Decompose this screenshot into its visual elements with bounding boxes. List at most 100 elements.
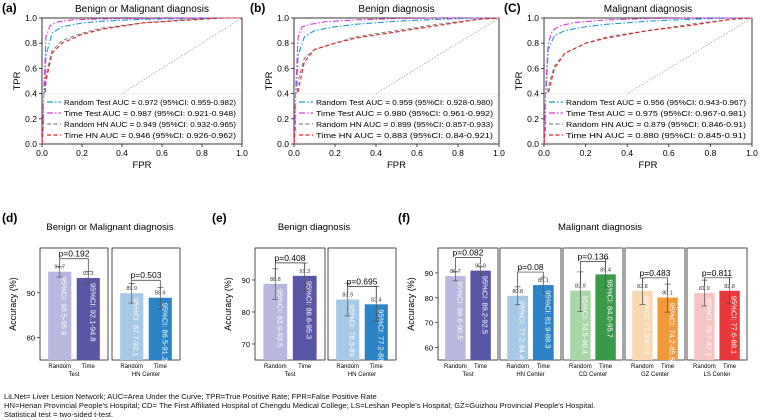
roc-y-tick-label: 1.0	[527, 13, 539, 23]
roc-legend-entry: Time Test AUC = 0.975 (95%CI: 0.967-0.98…	[566, 109, 747, 118]
roc-legend: Random Test AUC = 0.956 (95%CI: 0.943-0.…	[545, 93, 751, 143]
bar-subplot-2: 80.8 95%CI: 77.2-84.4 Random 85.1 95%CI: 81.…	[499, 247, 562, 378]
bar-time	[76, 278, 100, 360]
bar-ci-label: 95%CI: 76.7-87.1	[704, 298, 713, 356]
bar-value-label: 82.4	[371, 297, 382, 303]
p-value-bracket	[59, 258, 89, 272]
p-value-label: p=0.192	[59, 249, 90, 259]
bar-y-tick-label: 70	[242, 340, 250, 349]
bar-value-label: 89.4	[600, 267, 611, 273]
roc-legend-entry: Time HN AUC = 0.880 (95%CI: 0.845-0.91)	[566, 131, 747, 140]
roc-y-tick-label: 1.0	[25, 13, 37, 23]
bar-category-label: Time	[154, 364, 168, 370]
bar-category-label: Time	[599, 364, 613, 370]
bar-value-label: 81.9	[699, 286, 710, 292]
bar-y-axis-label: Accuracy (%)	[223, 277, 233, 331]
roc-title: Benign or Malignant diagnosis	[75, 4, 209, 15]
bar-ci-label: 95%CI: 77.2-84.4	[518, 301, 527, 359]
bar-subplot-frame	[327, 247, 397, 361]
roc-legend-box	[545, 93, 751, 143]
bar-subplot-frame	[686, 247, 748, 361]
bar-category-label: Random	[506, 364, 529, 370]
bar-ci-label: 95%CI: 83.9-93.5	[275, 289, 284, 347]
bar-y-tick-label: 80	[27, 334, 35, 343]
roc-y-tick-label: 0.6	[25, 63, 37, 73]
bar-subplot-frame	[437, 247, 499, 361]
bar-subplot-xlabel: Test	[68, 372, 79, 378]
roc-x-tick-label: 0.6	[411, 148, 423, 158]
roc-legend-box	[43, 93, 241, 143]
roc-x-tick-label: 0.0	[288, 148, 300, 158]
p-value-bracket	[580, 261, 606, 284]
bar-panel-1: (d) Benign or Malignant diagnosis Accuracy…	[2, 211, 181, 378]
bar-value-label: 89.9	[126, 286, 137, 292]
roc-x-tick-label: 0.2	[76, 148, 88, 158]
bar-category-label: Random	[631, 364, 654, 370]
roc-x-tick-label: 1.0	[236, 148, 248, 158]
bar-category-label: Time	[370, 364, 384, 370]
bar-panel-title: Benign diagnosis	[278, 222, 351, 233]
bar-category-label: Time	[537, 364, 551, 370]
bar-subplot-3: 82.9 95%CI: 74.5-90.4 Random 89.4 95%CI: 84.…	[562, 247, 624, 378]
bar-value-label: 80.8	[512, 289, 523, 295]
bar-panel-title: Benign or Malignant diagnosis	[46, 222, 174, 233]
bar-subplot-frame	[499, 247, 562, 361]
p-value-bracket	[131, 279, 161, 291]
bar-random	[694, 293, 715, 360]
bar-random	[48, 271, 72, 360]
bar-ci-label: 95%CI: 86.6-95.3	[305, 281, 314, 339]
bar-ci-label: 95%CI: 77.2-88	[376, 309, 385, 361]
bar-ci-label: 95%CI: 93.5-95.9	[60, 277, 69, 335]
roc-x-tick-label: 0.8	[452, 148, 464, 158]
roc-y-tick-label: 0.8	[25, 38, 37, 48]
bar-subplot-xlabel: HN Center	[348, 372, 376, 378]
roc-legend-box	[295, 93, 498, 143]
roc-legend-entry: Random HN AUC = 0.899 (95%CI: 0.857-0.93…	[316, 120, 493, 129]
roc-plot-frame	[293, 17, 500, 145]
roc-y-tick-label: 0.2	[25, 114, 37, 124]
bar-value-label: 94.7	[54, 265, 65, 271]
bar-panel-letter: (d)	[2, 211, 17, 225]
bar-y-tick-label: 60	[425, 344, 433, 353]
roc-y-tick-label: 0.0	[527, 139, 539, 149]
p-value-label: p=0.483	[640, 268, 671, 278]
bar-ci-label: 95%CI: 89.2-92.5	[481, 276, 490, 334]
footnote-stat-test: Statistical test = two-sided t-test.	[4, 410, 114, 419]
bar-random	[570, 290, 591, 360]
roc-x-tick-label: 0.8	[196, 148, 208, 158]
bar-panel-letter: (e)	[212, 211, 227, 225]
bar-ci-label: 95%CI: 86.8-90.5	[455, 281, 464, 339]
bar-subplot-xlabel: Test	[284, 372, 295, 378]
roc-x-axis-label: FPR	[639, 160, 658, 171]
bar-category-label: Time	[82, 364, 96, 370]
bar-subplot-2: 89.9 95%CI: 87.7-92.1 Random 88.9 95%CI: 86.…	[111, 247, 181, 378]
bar-y-tick-label: 80	[242, 308, 250, 317]
roc-y-tick-label: 1.0	[277, 13, 289, 23]
bar-value-label: 88.9	[155, 291, 166, 297]
bar-time	[470, 270, 491, 360]
roc-legend-entry: Time HN AUC = 0.946 (95%CI: 0.926-0.962)	[64, 131, 236, 140]
footnote-abbreviations: LiLNet= Liver Lesion Network; AUC=Area U…	[4, 392, 377, 401]
bar-time	[719, 290, 740, 360]
roc-legend-entry: Random HN AUC = 0.879 (95%CI: 0.846-0.91…	[566, 120, 746, 129]
p-value-label: p=0.695	[347, 277, 378, 287]
p-value-label: p=0.082	[453, 248, 484, 258]
bar-ci-label: 95%CI: 77.3-87.9	[642, 296, 651, 354]
roc-curve-3	[293, 17, 500, 145]
bar-ci-label: 95%CI: 86.5-91.2	[160, 303, 169, 361]
bar-random	[632, 290, 653, 360]
bar-y-tick-label: 90	[425, 269, 433, 278]
roc-x-axis-label: FPR	[133, 160, 152, 171]
bar-time	[595, 274, 616, 360]
roc-legend: Random Test AUC = 0.959 (95%CI: 0.928-0.…	[295, 93, 498, 143]
roc-y-axis-label: TPR	[264, 71, 275, 90]
bar-ci-label: 95%CI: 77.6-88.1	[730, 296, 739, 354]
bar-time	[148, 297, 172, 360]
roc-x-tick-label: 0.4	[116, 148, 128, 158]
roc-y-tick-label: 0.2	[277, 114, 289, 124]
bar-value-label: 93.3	[83, 271, 94, 277]
bar-subplot-frame	[562, 247, 624, 361]
roc-y-tick-label: 0.6	[277, 63, 289, 73]
bar-category-label: Time	[661, 364, 675, 370]
roc-y-axis-label: TPR	[12, 71, 23, 90]
